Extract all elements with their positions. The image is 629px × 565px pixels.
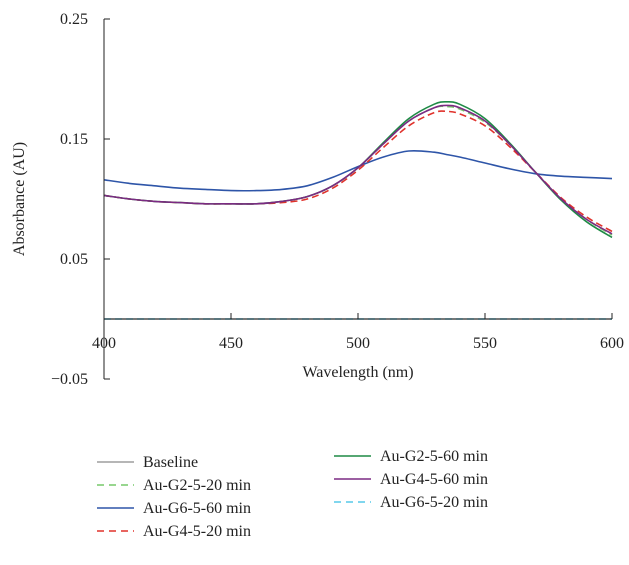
series-line-au-g4-5-60-min bbox=[103, 104, 613, 235]
y-tick-label: 0.15 bbox=[60, 131, 88, 148]
series-layer bbox=[103, 100, 613, 320]
legend: Baseline Au-G2-5-20 min Au-G6-5-60 min Au-G… bbox=[97, 448, 488, 540]
x-tick-label: 500 bbox=[346, 335, 370, 352]
series-line-au-g2-5-60-min bbox=[103, 100, 613, 239]
legend-label-baseline: Baseline bbox=[143, 454, 198, 471]
series-line-au-g6-5-60-min bbox=[103, 149, 613, 192]
y-tick-label: −0.05 bbox=[51, 371, 88, 388]
legend-label-au-g4-5-60-min: Au-G4-5-60 min bbox=[380, 471, 488, 488]
legend-label-au-g6-5-60-min: Au-G6-5-60 min bbox=[143, 500, 251, 517]
x-axis-title: Wavelength (nm) bbox=[302, 364, 413, 381]
y-tick-label: 0.05 bbox=[60, 251, 88, 268]
legend-label-au-g2-5-20-min: Au-G2-5-20 min bbox=[143, 477, 251, 494]
x-tick-label: 600 bbox=[600, 335, 624, 352]
y-axis-ticks: −0.05 0.05 0.15 0.25 bbox=[51, 11, 110, 388]
y-tick-label: 0.25 bbox=[60, 11, 88, 28]
x-tick-label: 450 bbox=[219, 335, 243, 352]
x-tick-label: 550 bbox=[473, 335, 497, 352]
x-tick-label: 400 bbox=[92, 335, 116, 352]
legend-label-au-g4-5-20-min: Au-G4-5-20 min bbox=[143, 523, 251, 540]
series-line-au-g2-5-20-min bbox=[103, 105, 613, 236]
y-axis-title: Absorbance (AU) bbox=[11, 142, 28, 256]
legend-label-au-g2-5-60-min: Au-G2-5-60 min bbox=[380, 448, 488, 465]
legend-label-au-g6-5-20-min: Au-G6-5-20 min bbox=[380, 494, 488, 511]
x-axis-ticks: 400 450 500 550 600 bbox=[92, 313, 624, 352]
series-line-au-g4-5-20-min bbox=[103, 110, 613, 233]
plot-area: −0.05 0.05 0.15 0.25 400 450 500 550 600 bbox=[51, 11, 624, 388]
